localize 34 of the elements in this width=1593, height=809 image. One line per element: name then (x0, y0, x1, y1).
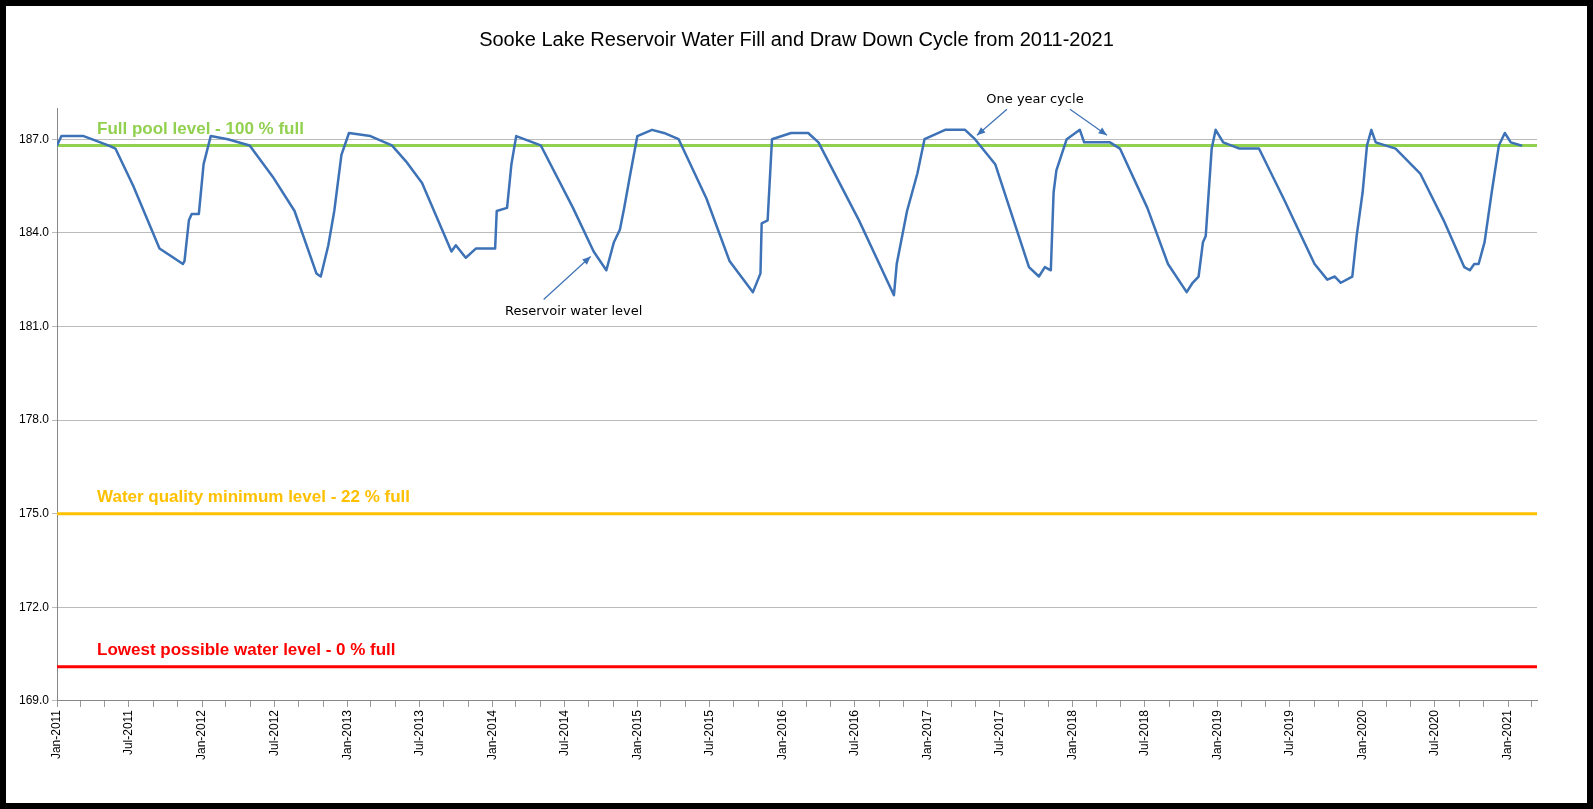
x-tick-label: Jul-2017 (991, 709, 1006, 756)
y-tick-label: 181.0 (19, 318, 50, 333)
y-tick-label: 172.0 (19, 599, 50, 614)
x-tick-label: Jul-2011 (121, 709, 136, 756)
x-tick-label: Jul-2014 (556, 709, 571, 756)
x-tick-label: Jan-2014 (484, 709, 499, 761)
x-tick-label: Jul-2016 (846, 709, 861, 756)
annotation: One year cycle (986, 90, 1084, 106)
y-tick-label: 187.0 (19, 131, 50, 146)
y-tick-label: 175.0 (19, 506, 50, 521)
x-tick-label: Jul-2012 (266, 709, 281, 756)
x-tick-label: Jan-2012 (194, 709, 209, 761)
x-tick-label: Jul-2018 (1136, 709, 1151, 756)
chart-title: Sooke Lake Reservoir Water Fill and Draw Down Cycle from 2011-2021 (478, 28, 1115, 51)
ref-line-label: Water quality minimum level - 22 % full (97, 486, 411, 506)
x-tick-label: Jan-2017 (920, 709, 935, 761)
ref-line-label: Full pool level - 100 % full (97, 118, 304, 138)
x-tick-label: Jan-2020 (1354, 709, 1369, 761)
x-tick-label: Jul-2020 (1427, 709, 1442, 756)
x-tick-label: Jan-2018 (1064, 709, 1079, 761)
y-tick-label: 169.0 (19, 693, 50, 708)
x-tick-label: Jan-2015 (629, 709, 644, 761)
y-tick-label: 178.0 (19, 412, 50, 427)
x-tick-label: Jan-2013 (339, 709, 354, 761)
ref-line-label: Lowest possible water level - 0 % full (97, 639, 396, 659)
x-tick-label: Jan-2011 (49, 709, 64, 760)
x-tick-label: Jan-2019 (1209, 709, 1224, 761)
x-tick-label: Jan-2016 (774, 709, 789, 761)
y-tick-label: 184.0 (19, 225, 50, 240)
x-tick-label: Jan-2021 (1500, 709, 1515, 761)
x-tick-label: Jul-2019 (1281, 709, 1296, 756)
x-tick-label: Jul-2015 (701, 709, 716, 756)
x-tick-label: Jul-2013 (411, 709, 426, 756)
annotation: Reservoir water level (504, 302, 643, 318)
